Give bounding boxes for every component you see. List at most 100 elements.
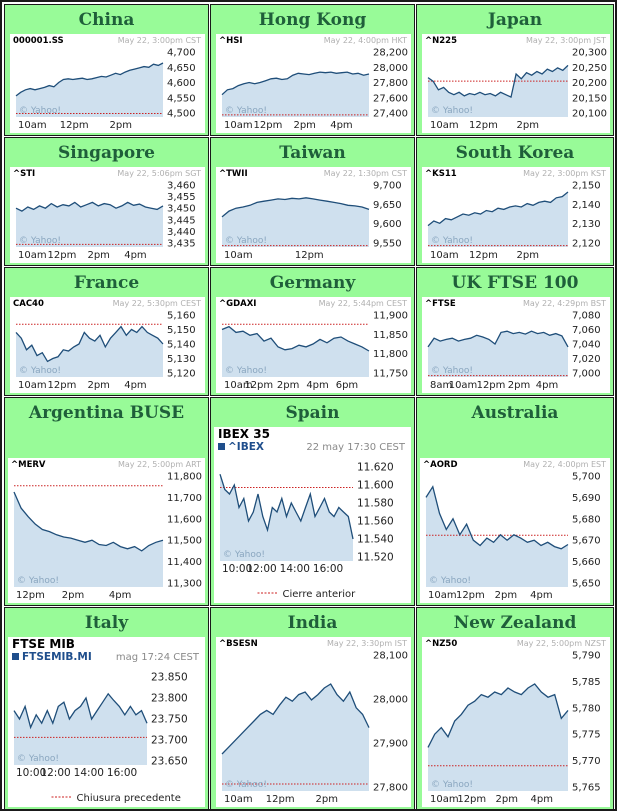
- x-tick-label: 10am: [224, 120, 253, 131]
- y-tick-label: 3,460: [167, 181, 196, 192]
- market-chart[interactable]: ^MERV May 22, 5:00pm ART © Yahoo! 11,800 11,…: [8, 458, 205, 603]
- market-cell-uk-ftse-100: UK FTSE 100 ^FTSE May 22, 4:29pm BST © Yaho…: [416, 267, 614, 396]
- y-tick-label: 28,100: [373, 651, 408, 662]
- x-tick-label: 14:00: [280, 563, 310, 575]
- y-tick-label: 11,700: [167, 493, 202, 504]
- y-tick-label: 11,800: [167, 472, 202, 483]
- price-area: [428, 331, 568, 377]
- y-tick-label: 23.700: [151, 735, 188, 747]
- x-tick-label: 2pm: [62, 590, 84, 601]
- y-tick-label: 11.600: [357, 480, 394, 492]
- y-tick-label: 2,120: [572, 239, 601, 250]
- symbol-label: ^NZ50: [425, 639, 457, 649]
- market-title: France: [73, 273, 140, 293]
- yahoo-watermark: © Yahoo!: [225, 106, 267, 116]
- symbol-link[interactable]: FTSEMIB.MI: [22, 651, 92, 663]
- yahoo-watermark: © Yahoo!: [225, 236, 267, 246]
- y-tick-label: 5,700: [572, 472, 601, 483]
- x-tick-label: 12:00: [40, 767, 70, 779]
- market-chart[interactable]: ^GDAXI May 22, 5:44pm CEST © Yahoo! 11,900 1…: [216, 297, 411, 393]
- price-line: [427, 191, 569, 227]
- market-chart[interactable]: ^TWII May 22, 1:30pm CST © Yahoo! 9,700 9,65…: [216, 167, 411, 263]
- series-swatch: [218, 443, 225, 450]
- x-tick-label: 12pm: [477, 380, 506, 391]
- market-chart[interactable]: FTSE MIB FTSEMIB.MI mag 17:24 CEST © Yahoo!…: [8, 637, 205, 807]
- market-chart[interactable]: ^KS11 May 22, 3:00pm KST © Yahoo! 2,150 2,14…: [422, 167, 610, 263]
- y-tick-label: 3,440: [167, 227, 196, 238]
- timestamp: May 22, 5:06pm SGT: [117, 169, 201, 178]
- x-tick-label: 16:00: [313, 563, 343, 575]
- x-tick-label: 4pm: [124, 380, 146, 391]
- y-tick-label: 20,250: [572, 63, 607, 74]
- x-tick-label: 10:00: [16, 767, 46, 779]
- x-tick-label: 10am: [428, 590, 457, 601]
- x-tick-label: 12pm: [60, 120, 89, 131]
- market-title: Australia: [471, 403, 559, 423]
- market-cell-china: China 000001.SS May 22, 3:00pm CST © Yahoo!…: [4, 4, 209, 136]
- index-name: FTSE MIB: [12, 637, 75, 651]
- yahoo-watermark: © Yahoo!: [19, 366, 61, 376]
- market-chart[interactable]: ^N225 May 22, 3:00pm JST © Yahoo! 20,300 20,…: [422, 34, 610, 133]
- market-cell-italy: Italy FTSE MIB FTSEMIB.MI mag 17:24 CEST © Y…: [4, 607, 209, 810]
- market-chart[interactable]: ^NZ50 May 22, 5:00pm NZST © Yahoo! 5,790 5,7…: [422, 637, 610, 807]
- y-tick-label: 20,100: [572, 109, 607, 120]
- timestamp: May 22, 3:00pm JST: [526, 36, 606, 45]
- x-tick-label: 4pm: [306, 380, 328, 391]
- y-tick-label: 3,435: [167, 239, 196, 250]
- price-area: [428, 684, 568, 791]
- yahoo-watermark: © Yahoo!: [225, 780, 267, 790]
- market-chart[interactable]: ^FTSE May 22, 4:29pm BST © Yahoo! 7,080 7,06…: [422, 297, 610, 393]
- market-chart[interactable]: ^AORD May 22, 4:00pm EST © Yahoo! 5,700 5,69…: [420, 458, 610, 603]
- y-tick-label: 7,020: [572, 354, 601, 365]
- y-tick-label: 5,680: [572, 514, 601, 525]
- market-cell-india: India ^BSESN May 22, 3:30pm IST © Yahoo! 28,…: [210, 607, 415, 810]
- market-title: Germany: [269, 273, 356, 293]
- market-chart[interactable]: IBEX 35 ^IBEX 22 may 17:30 CEST © Yahoo! 11.…: [214, 427, 411, 603]
- x-tick-label: 12pm: [48, 250, 77, 261]
- price-area: [426, 486, 568, 587]
- market-chart[interactable]: ^HSI May 22, 4:00pm HKT © Yahoo! 28,200 28,0…: [216, 34, 411, 133]
- y-tick-label: 23.750: [151, 714, 188, 726]
- yahoo-watermark: © Yahoo!: [19, 106, 61, 116]
- y-tick-label: 20,150: [572, 93, 607, 104]
- y-tick-label: 28,000: [373, 695, 408, 706]
- market-cell-south-korea: South Korea ^KS11 May 22, 3:00pm KST © Yaho…: [416, 137, 614, 266]
- symbol-label: CAC40: [13, 299, 44, 309]
- price-line: [15, 325, 164, 363]
- y-tick-label: 5,140: [167, 340, 196, 351]
- y-tick-label: 27,800: [373, 78, 408, 89]
- x-tick-label: 12pm: [48, 380, 77, 391]
- y-tick-label: 4,600: [167, 78, 196, 89]
- x-tick-label: 8am: [430, 380, 452, 391]
- yahoo-watermark: © Yahoo!: [17, 576, 59, 586]
- y-tick-label: 5,670: [572, 536, 601, 547]
- x-tick-label: 10am: [430, 250, 459, 261]
- x-tick-label: 4pm: [330, 120, 352, 131]
- timestamp: 22 may 17:30 CEST: [306, 442, 406, 453]
- market-chart[interactable]: ^STI May 22, 5:06pm SGT © Yahoo! 3,460 3,455…: [10, 167, 205, 263]
- y-tick-label: 11,600: [167, 514, 202, 525]
- market-chart[interactable]: 000001.SS May 22, 3:00pm CST © Yahoo! 4,700…: [10, 34, 205, 133]
- symbol-link[interactable]: ^IBEX: [228, 441, 264, 453]
- y-tick-label: 4,550: [167, 93, 196, 104]
- yahoo-watermark: © Yahoo!: [19, 236, 61, 246]
- y-tick-label: 3,455: [167, 192, 196, 203]
- market-cell-japan: Japan ^N225 May 22, 3:00pm JST © Yahoo! 20,3…: [416, 4, 614, 136]
- x-tick-label: 10am: [224, 380, 253, 391]
- market-title: Argentina BUSE: [28, 403, 185, 423]
- x-tick-label: 2pm: [277, 380, 299, 391]
- price-area: [428, 65, 568, 117]
- market-chart[interactable]: ^BSESN May 22, 3:30pm IST © Yahoo! 28,100 28…: [216, 637, 411, 807]
- y-tick-label: 3,445: [167, 215, 196, 226]
- y-tick-label: 9,700: [373, 181, 402, 192]
- x-tick-label: 2pm: [87, 380, 109, 391]
- market-chart[interactable]: CAC40 May 22, 5:30pm CEST © Yahoo! 5,160 5,1…: [10, 297, 205, 393]
- x-tick-label: 4pm: [124, 250, 146, 261]
- y-tick-label: 7,000: [572, 369, 601, 380]
- yahoo-watermark: © Yahoo!: [431, 236, 473, 246]
- x-tick-label: 12pm: [457, 794, 486, 805]
- yahoo-watermark: © Yahoo!: [429, 576, 471, 586]
- y-tick-label: 27,800: [373, 783, 408, 794]
- market-cell-argentina-buse: Argentina BUSE ^MERV May 22, 5:00pm ART © Y…: [4, 397, 209, 606]
- x-tick-label: 12pm: [456, 590, 485, 601]
